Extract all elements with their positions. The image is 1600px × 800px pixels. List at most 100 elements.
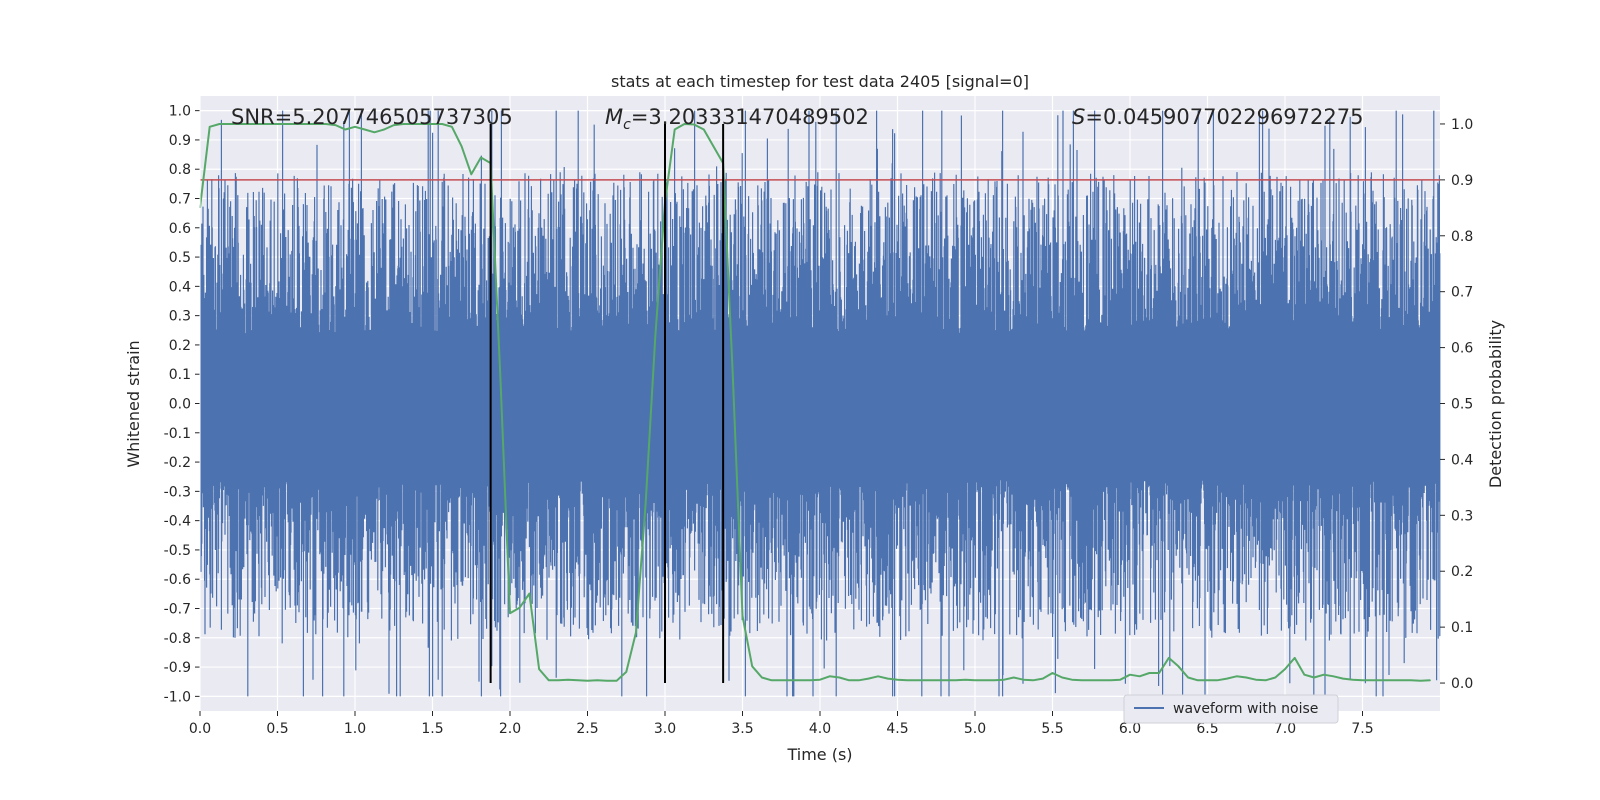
detection-probability-point xyxy=(296,123,298,125)
detection-probability-point xyxy=(1381,679,1383,681)
legend-label-waveform: waveform with noise xyxy=(1173,701,1318,717)
s-annotation: S=0.045907702296972275 xyxy=(1072,105,1363,129)
detection-probability-point xyxy=(238,123,240,125)
detection-probability-point xyxy=(1177,665,1179,667)
detection-probability-point xyxy=(480,156,482,159)
detection-probability-point xyxy=(228,123,230,125)
y-right-tick-label: 0.1 xyxy=(1451,620,1473,636)
detection-probability-point xyxy=(1352,679,1354,681)
detection-probability-point xyxy=(1042,678,1044,680)
detection-probability-point xyxy=(645,503,647,505)
detection-probability-point xyxy=(528,593,531,595)
x-tick-label: 7.0 xyxy=(1274,721,1296,737)
y-right-tick-label: 0.3 xyxy=(1451,508,1473,524)
detection-probability-point xyxy=(1110,679,1112,681)
detection-probability-point xyxy=(712,145,715,147)
detection-probability-point xyxy=(1168,657,1170,659)
detection-probability-point xyxy=(364,128,366,131)
y-left-tick-label: 0.9 xyxy=(169,133,191,149)
detection-probability-point xyxy=(1100,679,1102,681)
detection-probability-point xyxy=(751,665,753,667)
detection-probability-point xyxy=(1081,679,1083,681)
detection-probability-point xyxy=(257,123,259,125)
detection-probability-point xyxy=(838,676,841,679)
axes: 0.0 0.5 1.0 1.5 2.0 2.5 3.0 3.5 4.0 4.5 5.0 5.5 6.0 6… xyxy=(164,96,1473,737)
mc-value: =3.203331470489502 xyxy=(631,105,869,129)
detection-probability-point xyxy=(1332,675,1334,677)
detection-probability-point xyxy=(1139,675,1141,677)
y-left-tick-label: 1.0 xyxy=(169,104,191,120)
detection-probability-point xyxy=(461,145,463,147)
x-tick-label: 1.0 xyxy=(344,721,366,737)
detection-probability-point xyxy=(1061,676,1063,679)
y-left-tick-label: -0.2 xyxy=(164,455,191,471)
detection-probability-point xyxy=(1342,678,1344,680)
detection-probability-point xyxy=(867,678,870,680)
detection-probability-point xyxy=(1226,678,1228,680)
detection-probability-point xyxy=(674,128,676,131)
detection-probability-point xyxy=(1429,679,1431,681)
detection-probability-point xyxy=(926,679,928,681)
detection-probability-point xyxy=(1313,676,1315,679)
detection-probability-point xyxy=(800,679,802,681)
detection-probability-point xyxy=(1274,676,1276,679)
x-tick-label: 6.5 xyxy=(1196,721,1218,737)
detection-probability-point xyxy=(848,679,850,681)
x-tick-label: 7.5 xyxy=(1351,721,1373,737)
detection-probability-point xyxy=(771,679,773,681)
detection-probability-point xyxy=(887,678,889,680)
detection-probability-point xyxy=(412,123,414,125)
detection-probability-point xyxy=(1371,679,1373,681)
detection-probability-point xyxy=(373,131,375,133)
detection-probability-point xyxy=(625,671,627,673)
y-left-tick-label: 0.5 xyxy=(169,250,191,266)
detection-probability-point xyxy=(741,615,744,617)
detection-probability-point xyxy=(519,607,521,609)
y-right-tick-label: 0.7 xyxy=(1451,285,1473,301)
detection-probability-point xyxy=(1361,679,1364,681)
detection-probability-point xyxy=(1206,679,1209,681)
legend-box xyxy=(1123,694,1339,724)
detection-probability-point xyxy=(1148,672,1150,674)
y-left-tick-label: 0.1 xyxy=(169,367,191,383)
detection-probability-point xyxy=(935,679,937,681)
y-left-tick-label: 0.8 xyxy=(169,162,191,178)
detection-probability-point xyxy=(276,123,279,125)
detection-probability-point xyxy=(1420,680,1422,682)
detection-probability-point xyxy=(1400,679,1402,681)
y-right-tick-label: 0.5 xyxy=(1451,397,1473,413)
detection-probability-point xyxy=(964,679,966,681)
y-left-tick-label: -0.1 xyxy=(164,426,191,442)
detection-probability-point xyxy=(1216,679,1218,681)
s-value: =0.045907702296972275 xyxy=(1085,105,1363,129)
detection-probability-point xyxy=(267,123,269,125)
x-tick-label: 4.0 xyxy=(809,721,831,737)
y-left-tick-label: -0.7 xyxy=(164,602,191,618)
detection-probability-point xyxy=(945,679,947,681)
detection-probability-point xyxy=(451,126,453,128)
y-left-tick-label: 0.7 xyxy=(169,192,191,208)
detection-probability-point xyxy=(1013,676,1015,679)
y-left-tick-label: 0.4 xyxy=(169,279,191,295)
detection-probability-point xyxy=(1051,672,1054,674)
detection-probability-point xyxy=(1090,679,1092,681)
detection-probability-point xyxy=(1187,676,1189,679)
y-left-tick-label: -0.3 xyxy=(164,484,191,500)
detection-probability-point xyxy=(790,679,792,681)
y-left-tick-label: -0.6 xyxy=(164,572,191,588)
x-tick-label: 5.5 xyxy=(1041,721,1063,737)
detection-probability-point xyxy=(596,679,598,681)
detection-probability-point xyxy=(1158,672,1160,674)
y-left-tick-label: -0.8 xyxy=(164,631,191,647)
detection-probability-point xyxy=(1255,679,1257,681)
detection-probability-point xyxy=(906,679,908,681)
y-left-tick-label: -0.5 xyxy=(164,543,191,559)
y-right-tick-label: 0.9 xyxy=(1451,173,1473,189)
chart-title: stats at each timestep for test data 240… xyxy=(611,72,1029,91)
detection-probability-point xyxy=(470,173,472,175)
detection-probability-point xyxy=(829,675,831,677)
y-left-tick-label: -0.4 xyxy=(164,514,191,530)
detection-probability-point xyxy=(354,126,356,128)
detection-probability-point xyxy=(586,680,589,682)
detection-probability-point xyxy=(635,632,637,634)
